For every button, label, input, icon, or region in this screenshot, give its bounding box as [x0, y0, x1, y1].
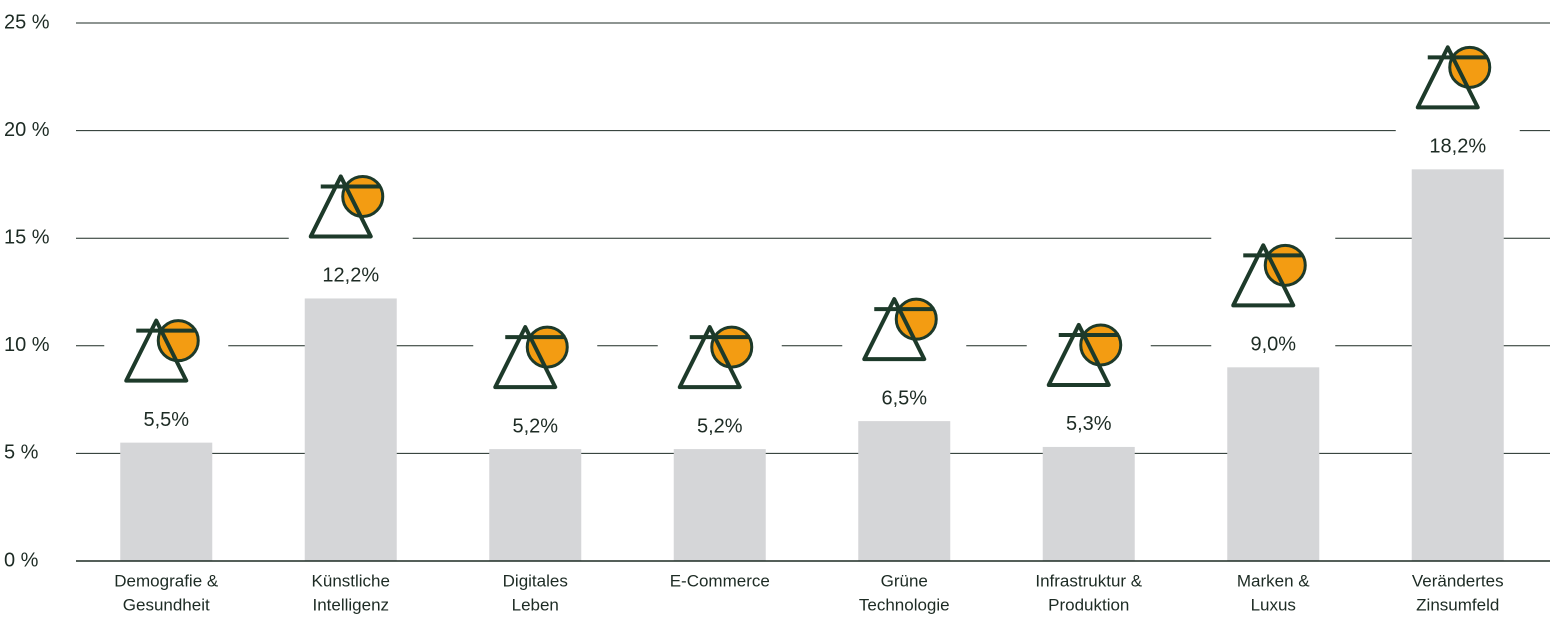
icon-part — [493, 325, 566, 390]
bar — [1042, 446, 1135, 561]
value-label: 9,0% — [1250, 334, 1296, 356]
icon-part — [862, 297, 935, 362]
value-label: 12,2% — [322, 265, 379, 287]
y-tick-label: 20 % — [4, 119, 50, 141]
x-tick-label: Demografie & — [114, 571, 219, 590]
value-label: 6,5% — [881, 387, 927, 409]
icon-part — [677, 325, 750, 390]
icon — [677, 325, 754, 390]
x-tick-label: Zinsumfeld — [1416, 595, 1499, 614]
icon — [124, 318, 200, 383]
x-tick-label: Produktion — [1048, 595, 1129, 614]
bar — [1411, 169, 1504, 561]
icon-part — [1415, 45, 1488, 110]
x-tick-label: Verändertes — [1412, 571, 1504, 590]
value-label: 5,3% — [1066, 413, 1112, 435]
y-tick-label: 15 % — [4, 226, 50, 248]
icon-part — [124, 318, 197, 383]
bar — [304, 298, 397, 561]
bar — [858, 421, 951, 561]
y-tick-label: 0 % — [4, 549, 39, 571]
x-tick-label: Leben — [512, 595, 559, 614]
value-label: 5,2% — [512, 415, 558, 437]
bar — [1227, 367, 1320, 561]
x-tick-label: Luxus — [1251, 595, 1296, 614]
x-tick-label: Künstliche — [312, 571, 390, 590]
icon — [308, 174, 385, 239]
icon — [1046, 322, 1123, 387]
bar — [673, 449, 766, 561]
icon-part — [1046, 322, 1119, 387]
icon — [1231, 243, 1307, 308]
icon — [1415, 45, 1492, 110]
icon — [493, 325, 569, 390]
y-tick-label: 5 % — [4, 442, 39, 464]
value-label: 5,2% — [697, 415, 743, 437]
x-tick-label: Marken & — [1237, 571, 1310, 590]
x-tick-label: Intelligenz — [312, 595, 389, 614]
y-tick-label: 10 % — [4, 334, 50, 356]
overlay: 5,5% 12,2% 5,2% 5,2% 6,5% 5,3% 9,0% 18,2% — [104, 29, 1520, 444]
x-tick-label: Gesundheit — [123, 595, 210, 614]
y-tick-label: 25 % — [4, 11, 50, 33]
x-tick-label: Technologie — [859, 595, 950, 614]
x-tick-label: E-Commerce — [670, 571, 770, 590]
bar — [489, 449, 582, 561]
x-tick-label: Infrastruktur & — [1035, 571, 1142, 590]
x-tick-label: Digitales — [503, 571, 568, 590]
value-label: 5,5% — [143, 409, 189, 431]
bar — [120, 442, 213, 561]
icon-part — [308, 174, 381, 239]
icon — [862, 297, 938, 362]
x-tick-label: Grüne — [881, 571, 928, 590]
value-label: 18,2% — [1429, 136, 1486, 158]
icon-part — [1231, 243, 1304, 308]
